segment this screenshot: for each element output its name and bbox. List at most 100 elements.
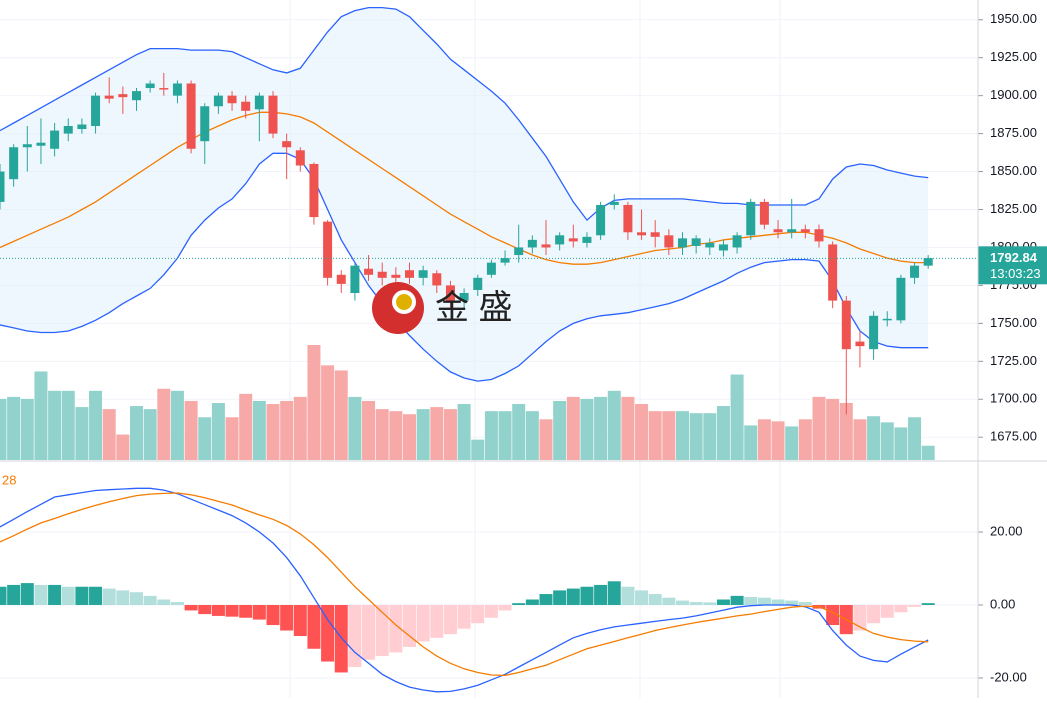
candle <box>514 224 524 263</box>
volume-bar <box>443 409 457 460</box>
candle-body <box>732 235 742 248</box>
histogram-bar <box>143 595 157 605</box>
price-tag-label: 1792.84 <box>990 250 1038 265</box>
candle-body <box>473 277 483 290</box>
candle-body <box>36 142 46 146</box>
histogram-bar <box>525 599 539 605</box>
indicator-line <box>0 6 929 222</box>
histogram-bar <box>607 581 621 605</box>
candle-body <box>664 235 674 248</box>
volume-bar <box>512 404 526 460</box>
histogram-bar <box>102 588 116 605</box>
volume-bar <box>580 398 594 460</box>
candle-body <box>213 95 223 107</box>
candle-body <box>295 150 305 166</box>
volume-bar <box>0 398 7 460</box>
price-tag <box>978 246 1047 285</box>
candle <box>77 118 87 134</box>
candle <box>91 92 101 134</box>
candle-body <box>800 229 810 233</box>
candle <box>213 92 223 114</box>
volume-bar <box>594 396 608 460</box>
candle <box>418 265 428 286</box>
candle <box>841 296 851 415</box>
volume-bar <box>689 413 703 460</box>
histogram-bar <box>826 604 840 626</box>
candle-body <box>637 232 647 236</box>
candle <box>186 80 196 154</box>
histogram-bar <box>7 584 21 605</box>
candle <box>855 330 865 368</box>
histogram-bar <box>443 604 457 635</box>
y-tick-label: 1675.00 <box>990 429 1037 444</box>
volume-bar <box>48 390 62 460</box>
candle-body <box>841 300 851 350</box>
candle <box>814 224 824 248</box>
volume-bar <box>457 404 471 460</box>
y-tick-label: 1850.00 <box>990 163 1037 178</box>
volume-bar <box>198 417 212 460</box>
candle <box>350 262 360 301</box>
histogram-bar <box>744 596 758 605</box>
y-tick-label: -20.00 <box>990 669 1027 684</box>
y-tick-label: 20.00 <box>990 523 1023 538</box>
volume-bar <box>34 371 48 460</box>
histogram-bar <box>676 600 689 605</box>
candle-body <box>910 265 920 278</box>
y-tick-label: 1825.00 <box>990 201 1037 216</box>
candle <box>377 262 387 286</box>
histogram-bar <box>34 584 48 605</box>
volume-bar <box>102 409 116 460</box>
volume-bar <box>812 396 826 460</box>
volume-bar <box>744 425 758 460</box>
histogram-bar <box>757 597 771 605</box>
histogram-bar <box>416 604 430 642</box>
candle <box>200 103 210 164</box>
volume-bar <box>75 407 89 460</box>
candle <box>254 92 264 142</box>
volume-bar <box>880 422 894 460</box>
volume-bar <box>293 396 307 460</box>
volume-bar <box>252 400 266 460</box>
volume-bar <box>266 404 280 460</box>
candle <box>268 91 278 139</box>
candle <box>527 235 537 254</box>
volume-bar <box>676 411 689 460</box>
histogram-bar <box>280 604 294 631</box>
histogram-bar <box>198 604 212 615</box>
candle <box>787 198 797 239</box>
histogram-bar <box>48 584 62 605</box>
candle-body <box>77 124 87 130</box>
histogram-bar <box>0 586 7 605</box>
histogram-bar <box>389 604 403 653</box>
volume-bar <box>184 400 198 460</box>
volume-bar <box>211 403 225 460</box>
candle <box>705 238 715 256</box>
histogram-bar <box>334 604 348 673</box>
volume-bar <box>853 419 867 460</box>
volume-bar <box>867 416 881 460</box>
volume-bar <box>826 398 840 460</box>
candle <box>718 239 728 257</box>
volume-bar <box>116 434 130 460</box>
candle-body <box>0 171 5 202</box>
candle <box>9 144 19 187</box>
candle-body <box>923 258 933 266</box>
candle-body <box>582 236 592 243</box>
candle-body <box>391 274 401 278</box>
histogram-bar <box>211 604 225 616</box>
candle <box>623 201 633 240</box>
histogram-bar <box>703 602 717 605</box>
histogram-bar <box>894 604 908 613</box>
candle <box>596 201 606 240</box>
volume-bar <box>225 417 239 460</box>
histogram-bar <box>880 604 894 618</box>
candle <box>923 255 933 269</box>
candle-body <box>855 341 865 347</box>
candle <box>118 86 128 114</box>
candle <box>405 262 414 284</box>
volume-bar <box>539 419 553 460</box>
candle-body <box>364 268 374 275</box>
volume-bar <box>89 390 103 460</box>
